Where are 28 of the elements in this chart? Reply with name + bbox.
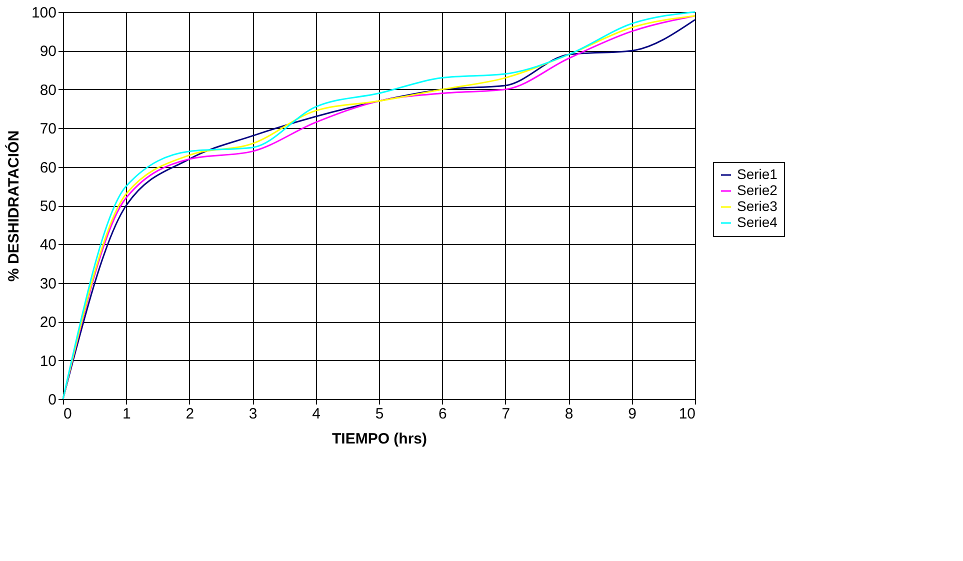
x-tick-label: 4 xyxy=(312,406,320,422)
x-tick-label: 0 xyxy=(64,406,72,422)
x-tick-label: 7 xyxy=(502,406,510,422)
x-tick-label: 5 xyxy=(375,406,384,422)
y-tick-label: 100 xyxy=(31,4,56,22)
x-tick-label: 10 xyxy=(678,406,696,422)
x-tick-label: 1 xyxy=(122,406,131,422)
y-tick-label: 40 xyxy=(40,236,56,254)
y-tick-label: 0 xyxy=(48,392,56,408)
y-tick-label: 10 xyxy=(40,352,56,370)
x-tick-label: 8 xyxy=(564,406,574,422)
y-tick-label: 50 xyxy=(40,198,56,215)
y-tick-label: 90 xyxy=(40,43,56,60)
y-tick-label: 30 xyxy=(40,275,56,292)
y-tick-label: 20 xyxy=(40,314,56,332)
legend-label: Serie3 xyxy=(737,198,778,214)
x-tick-label: 3 xyxy=(248,406,258,422)
y-axis-title: % DESHIDRATACIÓN xyxy=(4,130,22,282)
legend-label: Serie1 xyxy=(737,166,778,182)
x-axis-title: TIEMPO (hrs) xyxy=(332,430,428,448)
x-tick-label: 2 xyxy=(186,406,194,422)
x-tick-label: 9 xyxy=(628,406,636,422)
y-tick-label: 60 xyxy=(40,159,56,176)
legend-label: Serie4 xyxy=(737,214,778,230)
legend-label: Serie2 xyxy=(737,182,778,198)
y-tick-label: 80 xyxy=(40,82,56,99)
y-tick-label: 70 xyxy=(40,120,56,138)
x-tick-label: 6 xyxy=(438,406,447,422)
